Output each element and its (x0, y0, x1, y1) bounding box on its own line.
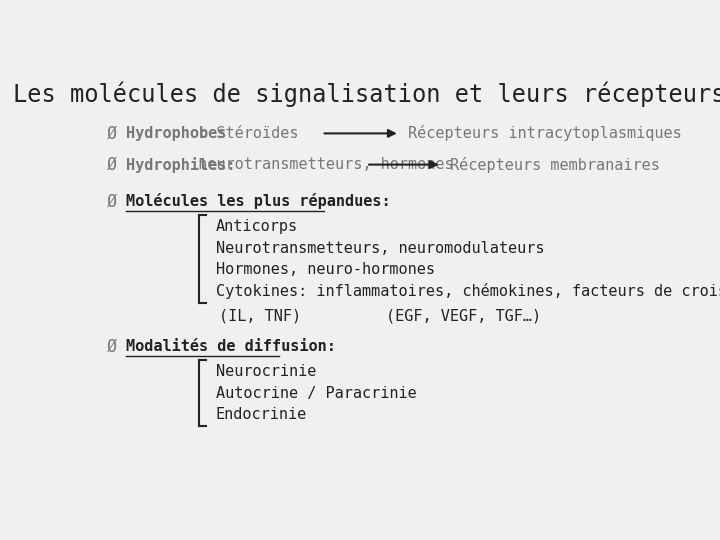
Text: neurotransmetteurs, hormones: neurotransmetteurs, hormones (189, 157, 454, 172)
Text: Ø: Ø (107, 338, 117, 356)
Text: Neurocrinie: Neurocrinie (215, 364, 316, 379)
Text: Les molécules de signalisation et leurs récepteurs: Les molécules de signalisation et leurs … (13, 82, 720, 107)
Text: Molécules les plus répandues:: Molécules les plus répandues: (126, 193, 391, 209)
Text: : Stéroïdes: : Stéroïdes (189, 126, 299, 141)
Text: Ø: Ø (107, 192, 117, 210)
Text: (IL, TNF): (IL, TNF) (219, 309, 301, 324)
Text: Ø: Ø (107, 124, 117, 143)
Text: Anticorps: Anticorps (215, 219, 297, 234)
Text: (EGF, VEGF, TGF…): (EGF, VEGF, TGF…) (387, 309, 541, 324)
Text: Hydrophiles:: Hydrophiles: (126, 157, 235, 173)
Text: Modalités de diffusion:: Modalités de diffusion: (126, 339, 336, 354)
Text: Récepteurs intracytoplasmiques: Récepteurs intracytoplasmiques (408, 125, 682, 141)
Text: Hormones, neuro-hormones: Hormones, neuro-hormones (215, 262, 435, 277)
Text: Endocrinie: Endocrinie (215, 407, 307, 422)
Text: Récepteurs membranaires: Récepteurs membranaires (450, 157, 660, 173)
Text: Cytokines: inflammatoires, chémokines, facteurs de croissance…: Cytokines: inflammatoires, chémokines, f… (215, 283, 720, 299)
Text: Ø: Ø (107, 156, 117, 173)
Text: Hydrophobes: Hydrophobes (126, 126, 227, 141)
Text: Autocrine / Paracrinie: Autocrine / Paracrinie (215, 386, 416, 401)
Text: Neurotransmetteurs, neuromodulateurs: Neurotransmetteurs, neuromodulateurs (215, 241, 544, 256)
